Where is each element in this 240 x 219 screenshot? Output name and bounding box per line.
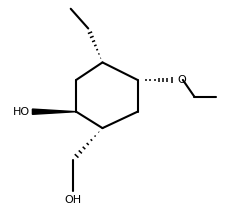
Polygon shape	[32, 109, 76, 114]
Text: OH: OH	[64, 195, 81, 205]
Text: O: O	[177, 75, 186, 85]
Text: HO: HO	[13, 107, 30, 117]
